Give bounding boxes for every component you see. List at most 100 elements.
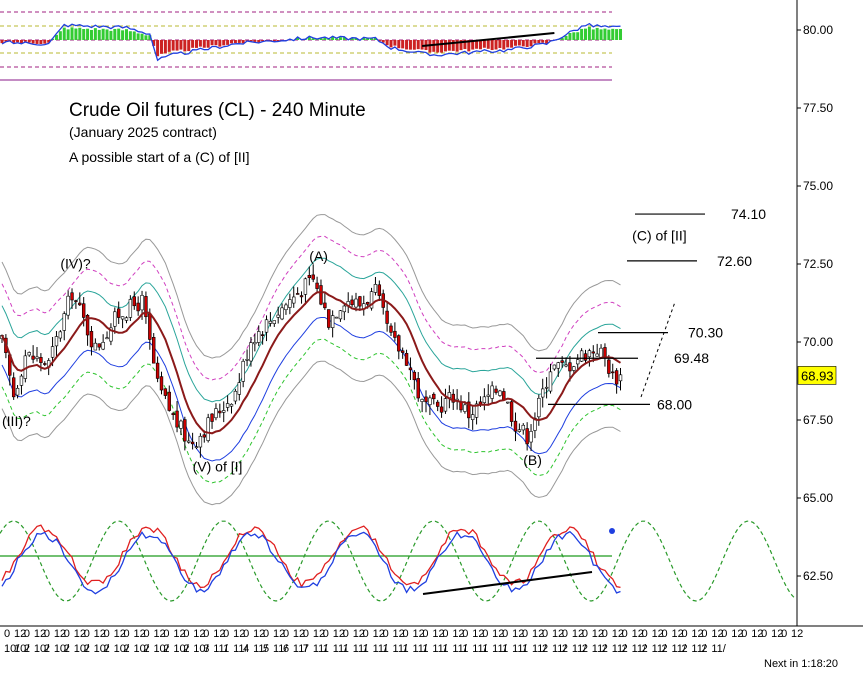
histogram-bar [117, 29, 120, 40]
candle-body [43, 364, 46, 365]
candle-body [572, 367, 575, 371]
candle-body [71, 293, 74, 300]
x-tick-label-date: 2 [562, 643, 568, 655]
candle-body [230, 404, 233, 406]
x-tick-label-date: 1 [422, 643, 428, 655]
x-tick-label-hour: 0 [44, 628, 50, 640]
histogram-bar [491, 40, 494, 50]
x-tick-label-date: 2 [44, 643, 50, 655]
candle-body [510, 402, 513, 422]
histogram-bar [393, 40, 396, 46]
x-tick-label-hour: 0 [542, 628, 548, 640]
candle-body [125, 318, 128, 321]
candle-body [207, 418, 210, 441]
candle-body [250, 343, 253, 361]
candle-body [296, 293, 299, 294]
candle-body [160, 377, 163, 390]
level-label: 69.48 [674, 350, 709, 366]
x-tick-label-hour: 0 [183, 628, 189, 640]
x-tick-label-hour: 0 [363, 628, 369, 640]
x-tick-label-hour: 0 [422, 628, 428, 640]
candle-body [358, 297, 361, 307]
candle-body [487, 395, 490, 396]
candle-body [238, 383, 241, 395]
candle-body [152, 337, 155, 363]
candle-body [195, 447, 198, 448]
candle-body [393, 331, 396, 337]
candle-body [28, 352, 31, 355]
candle-body [304, 279, 307, 295]
histogram-bar [565, 36, 568, 40]
x-tick-label-hour: 0 [442, 628, 448, 640]
candle-body [417, 378, 420, 398]
candle-body [102, 342, 105, 349]
histogram-bar [102, 29, 105, 40]
candle-body [397, 336, 400, 352]
candle-body [67, 296, 70, 315]
candle-body [265, 320, 268, 332]
histogram-bar [172, 40, 175, 51]
candle-body [576, 360, 579, 364]
candle-body [141, 295, 144, 310]
histogram-bar [444, 40, 447, 51]
histogram-bar [522, 40, 525, 46]
x-tick-label-hour: 0 [482, 628, 488, 640]
x-tick-label-hour: 0 [642, 628, 648, 640]
histogram-bar [530, 40, 533, 46]
x-tick-label-date: 2 [163, 643, 169, 655]
histogram-bar [109, 31, 112, 40]
x-tick-label-date: 1 [323, 643, 329, 655]
candle-body [145, 296, 148, 316]
histogram-bar [386, 40, 389, 45]
x-tick-label-hour: 0 [143, 628, 149, 640]
histogram-bar [191, 40, 194, 48]
candle-body [514, 421, 517, 431]
histogram-bar [125, 29, 128, 40]
histogram-bar [541, 40, 544, 43]
candle-body [257, 331, 260, 342]
y-tick-label: 80.00 [803, 23, 833, 37]
wave-label: (A) [309, 248, 328, 264]
x-tick-label-hour: 0 [104, 628, 110, 640]
candle-body [526, 429, 529, 444]
candle-body [506, 402, 509, 403]
candle-body [615, 371, 618, 384]
chart-title: Crude Oil futures (CL) - 240 Minute [69, 100, 366, 121]
candle-body [460, 402, 463, 410]
histogram-bar [59, 31, 62, 40]
histogram-bar [67, 29, 70, 40]
histogram-bar [187, 40, 190, 51]
candle-body [308, 275, 311, 277]
histogram-bar [436, 40, 439, 53]
y-tick-label: 62.50 [803, 569, 833, 583]
candle-body [596, 354, 599, 356]
candle-body [557, 363, 560, 369]
x-tick-label-date: 2 [24, 643, 30, 655]
candle-body [537, 398, 540, 417]
candle-body [584, 354, 587, 361]
histogram-bar [234, 40, 237, 43]
candle-body [226, 404, 229, 408]
x-tick-label-date: 2 [701, 643, 707, 655]
histogram-bar [498, 40, 501, 48]
candle-body [600, 348, 603, 358]
x-tick-label-date: 2 [662, 643, 668, 655]
candle-body [374, 284, 377, 292]
histogram-bar [78, 28, 81, 40]
chart-note: A possible start of a (C) of [II] [69, 149, 250, 165]
histogram-bar [600, 29, 603, 40]
candle-body [471, 415, 474, 420]
histogram-bar [74, 29, 77, 40]
wave-label: (V) of [I] [193, 458, 243, 474]
histogram-bar [479, 40, 482, 49]
x-tick-label-hour: 0 [84, 628, 90, 640]
y-tick-label: 75.00 [803, 179, 833, 193]
x-tick-label-date: 2 [104, 643, 110, 655]
candle-body [351, 300, 354, 305]
candle-body [541, 389, 544, 397]
histogram-bar [141, 34, 144, 40]
x-tick-label-hour: 0 [662, 628, 668, 640]
x-tick-label-date: 4 [243, 643, 249, 655]
candle-body [218, 411, 221, 413]
